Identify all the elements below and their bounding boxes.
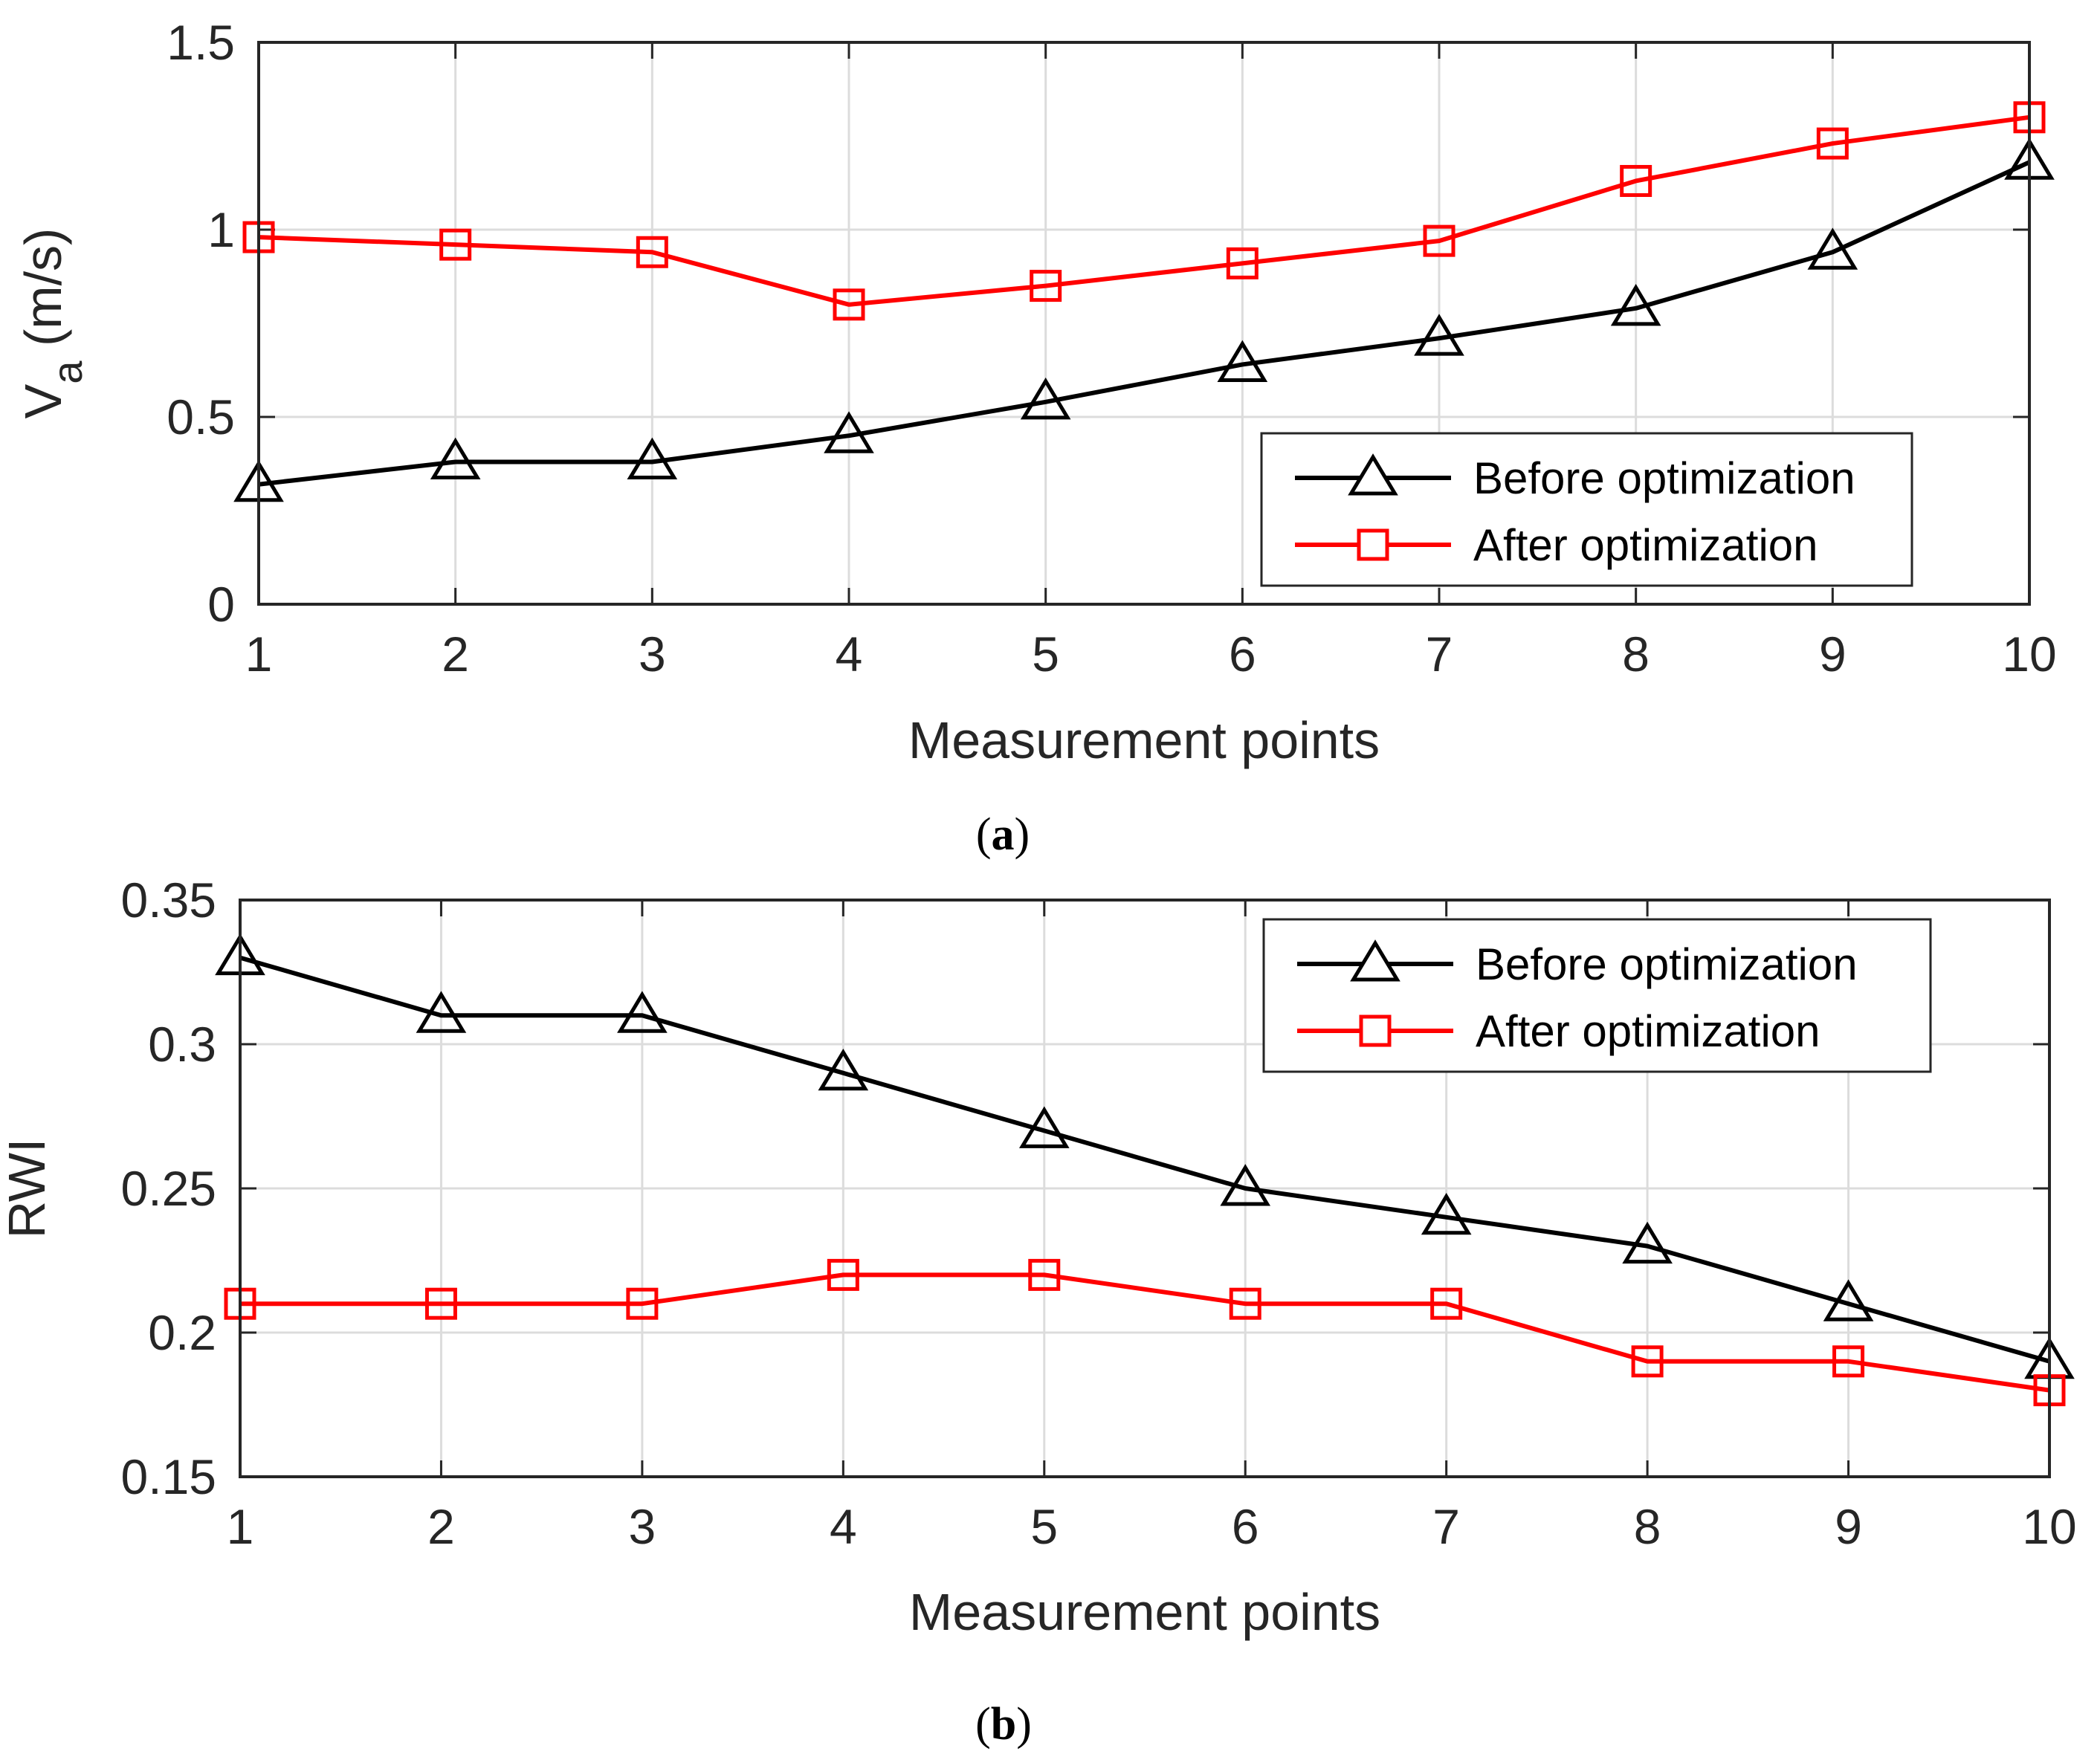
data-point-before	[1807, 227, 1858, 270]
data-point-after	[439, 228, 472, 261]
data-point-after	[1030, 270, 1062, 302]
data-point-after	[1816, 127, 1849, 160]
data-point-before	[627, 437, 678, 479]
legend-marker-square-icon	[1357, 528, 1389, 561]
y-tick-label: 0.35	[121, 873, 216, 928]
x-tick-label: 10	[2002, 627, 2056, 682]
x-axis-label: Measurement points	[909, 1583, 1380, 1641]
series-line-before	[239, 955, 2050, 1364]
x-tick-label: 6	[1232, 1499, 1259, 1554]
y-tick-label: 0	[207, 577, 235, 632]
x-tick-label: 3	[629, 1499, 656, 1554]
data-point-before	[1217, 340, 1268, 382]
y-tick-label: 1.5	[167, 15, 235, 70]
x-tick-label: 6	[1229, 627, 1256, 682]
data-point-before	[617, 991, 668, 1033]
panel-label-letter: b	[991, 1699, 1016, 1750]
y-tick-label: 0.3	[148, 1017, 216, 1072]
chart-panel-a: 1 2 3 4 5 6 7 8 9 10 0 0.5 1 1.5 Measurement points Va …	[14, 15, 2057, 860]
panel-label-open: (	[976, 809, 992, 860]
y-tick-label: 1	[207, 202, 235, 257]
data-point-before	[1414, 314, 1464, 356]
y-tick-label: 0.15	[121, 1449, 216, 1504]
x-tick-label: 1	[227, 1499, 254, 1554]
data-point-after	[636, 236, 668, 268]
data-point-after	[1229, 1287, 1261, 1320]
data-point-before	[1610, 283, 1661, 326]
data-point-before	[1823, 1279, 1874, 1321]
axes-box	[239, 899, 2051, 1478]
x-tick-label: 9	[1819, 627, 1847, 682]
data-point-after	[424, 1287, 457, 1320]
axes-box	[257, 41, 2031, 606]
data-point-after	[626, 1287, 659, 1320]
series-line-before	[258, 160, 2031, 487]
legend: Before optimization After optimization	[1260, 432, 1913, 587]
x-tick-label: 5	[1032, 627, 1059, 682]
series-line-after	[240, 1272, 2050, 1393]
data-point-before	[824, 411, 874, 453]
panel-label-close: )	[1015, 809, 1030, 860]
data-point-before	[430, 437, 481, 479]
legend-label: Before optimization	[1476, 939, 1858, 989]
y-axis-label-unit: (m/s)	[14, 228, 72, 361]
chart-panel-b: 1 2 3 4 5 6 7 8 9 10 0.15 0.2 0.25 0.3 0.35 Measurement…	[0, 873, 2077, 1750]
y-axis-label: RWI	[0, 1139, 56, 1239]
x-tick-label: 4	[830, 1499, 857, 1554]
data-point-before	[1622, 1221, 1673, 1264]
series-line-after	[258, 114, 2030, 307]
panel-label-open: (	[975, 1699, 991, 1750]
panel-label: (a)	[976, 809, 1030, 860]
x-axis-label: Measurement points	[908, 711, 1380, 769]
data-point-after	[1631, 1345, 1664, 1378]
data-point-after	[1028, 1258, 1061, 1291]
x-tick-label: 2	[427, 1499, 455, 1554]
legend-marker-triangle-icon	[1350, 939, 1400, 982]
x-tick-label: 2	[442, 627, 469, 682]
legend-label: After optimization	[1476, 1006, 1820, 1056]
legend-label: After optimization	[1473, 520, 1818, 570]
x-tick-label: 7	[1432, 1499, 1460, 1554]
y-tick-label: 0.2	[148, 1305, 216, 1360]
legend-label: Before optimization	[1473, 453, 1855, 503]
x-tick-label: 5	[1030, 1499, 1058, 1554]
data-point-before	[1421, 1192, 1472, 1235]
x-tick-label: 4	[836, 627, 863, 682]
data-point-after	[833, 288, 865, 321]
x-tick-label: 8	[1622, 627, 1650, 682]
data-point-after	[1832, 1345, 1865, 1378]
legend: Before optimization After optimization	[1262, 918, 1932, 1073]
data-point-after	[827, 1258, 859, 1291]
data-point-before	[1220, 1164, 1271, 1206]
y-axis-label-subscript: a	[44, 360, 91, 384]
y-tick-label: 0.5	[167, 389, 235, 444]
data-point-before	[1020, 377, 1071, 420]
data-point-before	[416, 991, 467, 1033]
data-point-after	[1430, 1287, 1463, 1320]
data-point-after	[1620, 164, 1652, 197]
panel-label-letter: a	[992, 809, 1015, 860]
legend-marker-triangle-icon	[1348, 453, 1398, 496]
data-point-before	[818, 1048, 869, 1091]
legend-marker-square-icon	[1359, 1014, 1392, 1047]
x-tick-label: 7	[1426, 627, 1453, 682]
panel-label: (b)	[975, 1699, 1032, 1750]
y-axis-label-main: V	[14, 383, 72, 418]
y-tick-label: 0.25	[121, 1161, 216, 1216]
y-axis-label: Va (m/s)	[14, 228, 91, 419]
data-point-before	[1018, 1106, 1070, 1148]
x-tick-label: 1	[245, 627, 273, 682]
data-point-after	[1226, 247, 1259, 279]
x-tick-label: 3	[639, 627, 666, 682]
data-point-after	[1423, 224, 1456, 257]
x-tick-label: 8	[1634, 1499, 1661, 1554]
x-tick-label: 9	[1835, 1499, 1862, 1554]
x-tick-label: 10	[2022, 1499, 2076, 1554]
panel-label-close: )	[1016, 1699, 1032, 1750]
